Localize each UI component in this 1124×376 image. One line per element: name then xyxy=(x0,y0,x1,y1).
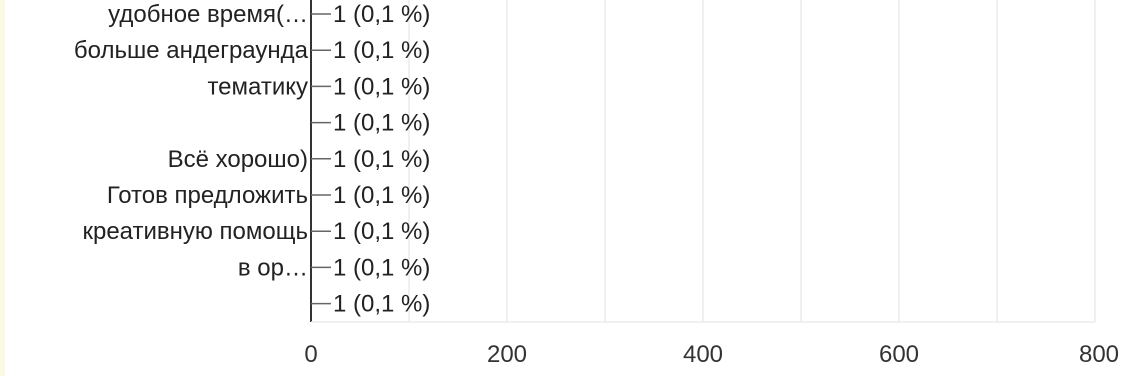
data-label: 1 (0,1 %) xyxy=(333,1,430,28)
category-label: тематику xyxy=(207,73,308,100)
category-label: в ор… xyxy=(238,254,308,281)
axes xyxy=(310,0,1095,323)
category-label: креативную помощь xyxy=(82,218,308,245)
category-labels: удобное время(… больше андеграунда тематик… xyxy=(74,1,309,281)
x-tick-label: 600 xyxy=(879,341,919,368)
x-tick-label: 400 xyxy=(683,341,723,368)
data-label: 1 (0,1 %) xyxy=(333,182,430,209)
left-edge-stripe xyxy=(0,0,5,376)
x-tick-label: 800 xyxy=(1079,341,1119,368)
category-label: больше андеграунда xyxy=(74,37,309,64)
data-label: 1 (0,1 %) xyxy=(333,254,430,281)
gridlines xyxy=(408,0,1096,322)
data-label: 1 (0,1 %) xyxy=(333,110,430,137)
category-label: удобное время(… xyxy=(108,1,308,28)
data-label: 1 (0,1 %) xyxy=(333,37,430,64)
data-label: 1 (0,1 %) xyxy=(333,73,430,100)
x-tick-label: 0 xyxy=(304,341,317,368)
category-label: Готов предложить xyxy=(107,182,308,209)
data-label: 1 (0,1 %) xyxy=(333,291,430,318)
x-tick-label: 200 xyxy=(487,341,527,368)
data-label: 1 (0,1 %) xyxy=(333,146,430,173)
x-tick-labels: 0 200 400 600 800 xyxy=(304,341,1119,368)
data-labels: 1 (0,1 %) 1 (0,1 %) 1 (0,1 %) 1 (0,1 %) 1 (0… xyxy=(333,1,430,318)
data-label: 1 (0,1 %) xyxy=(333,218,430,245)
category-label: Всё хорошо) xyxy=(168,146,308,173)
